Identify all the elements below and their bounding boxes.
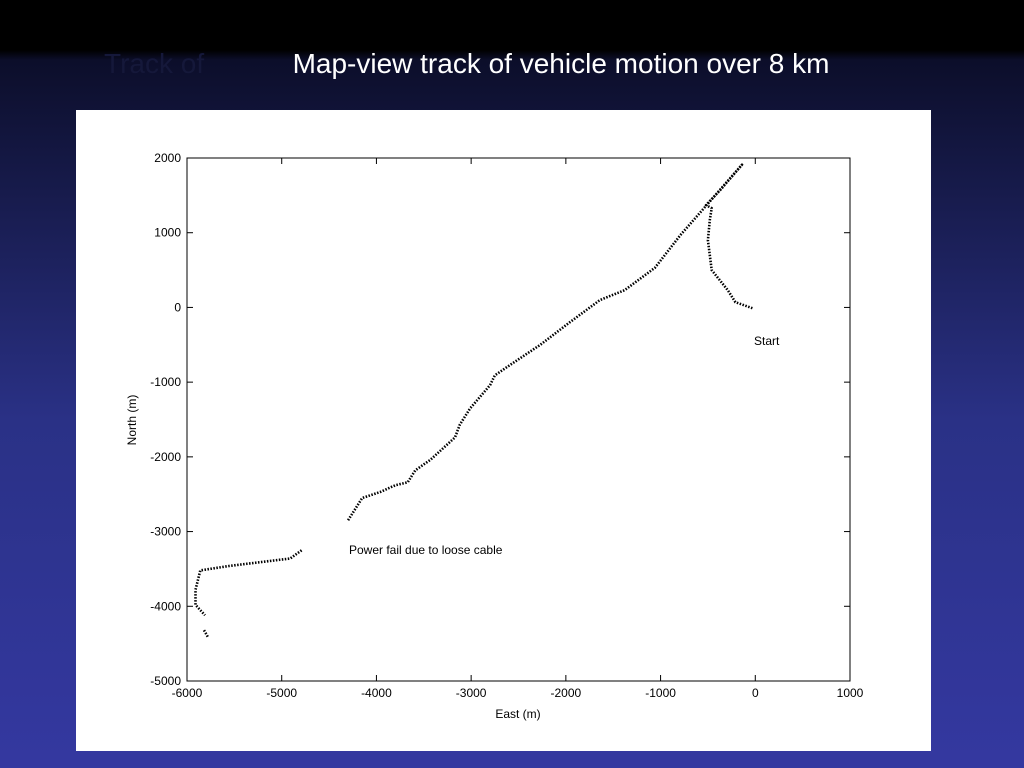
x-tick-label: 0: [752, 686, 759, 700]
x-tick-label: -4000: [361, 686, 392, 700]
y-tick-label: 0: [174, 300, 181, 314]
y-axis-label: North (m): [125, 395, 139, 446]
y-tick-label: 1000: [154, 226, 181, 240]
y-tick-label: -5000: [150, 674, 181, 688]
chart: East (m) North (m) Start Power fail due …: [76, 110, 931, 751]
ghost-text: Track of: [104, 48, 205, 79]
x-tick-label: 1000: [837, 686, 864, 700]
x-tick-label: -2000: [551, 686, 582, 700]
x-tick-label: -5000: [266, 686, 297, 700]
x-axis-label: East (m): [495, 707, 540, 721]
annotation: Power fail due to loose cable: [349, 543, 503, 557]
x-tick-label: -1000: [645, 686, 676, 700]
slide-title: Map-view track of vehicle motion over 8 …: [292, 48, 830, 79]
track-line: [194, 163, 753, 638]
y-tick-label: 2000: [154, 151, 181, 165]
y-tick-label: -3000: [150, 525, 181, 539]
y-tick-label: -1000: [150, 375, 181, 389]
x-tick-label: -6000: [172, 686, 203, 700]
y-tick-label: -2000: [150, 450, 181, 464]
axes-box: [186, 157, 851, 682]
plot-background: [76, 110, 931, 751]
x-tick-label: -3000: [456, 686, 487, 700]
y-tick-label: -4000: [150, 599, 181, 613]
annotation: Start: [754, 334, 780, 348]
